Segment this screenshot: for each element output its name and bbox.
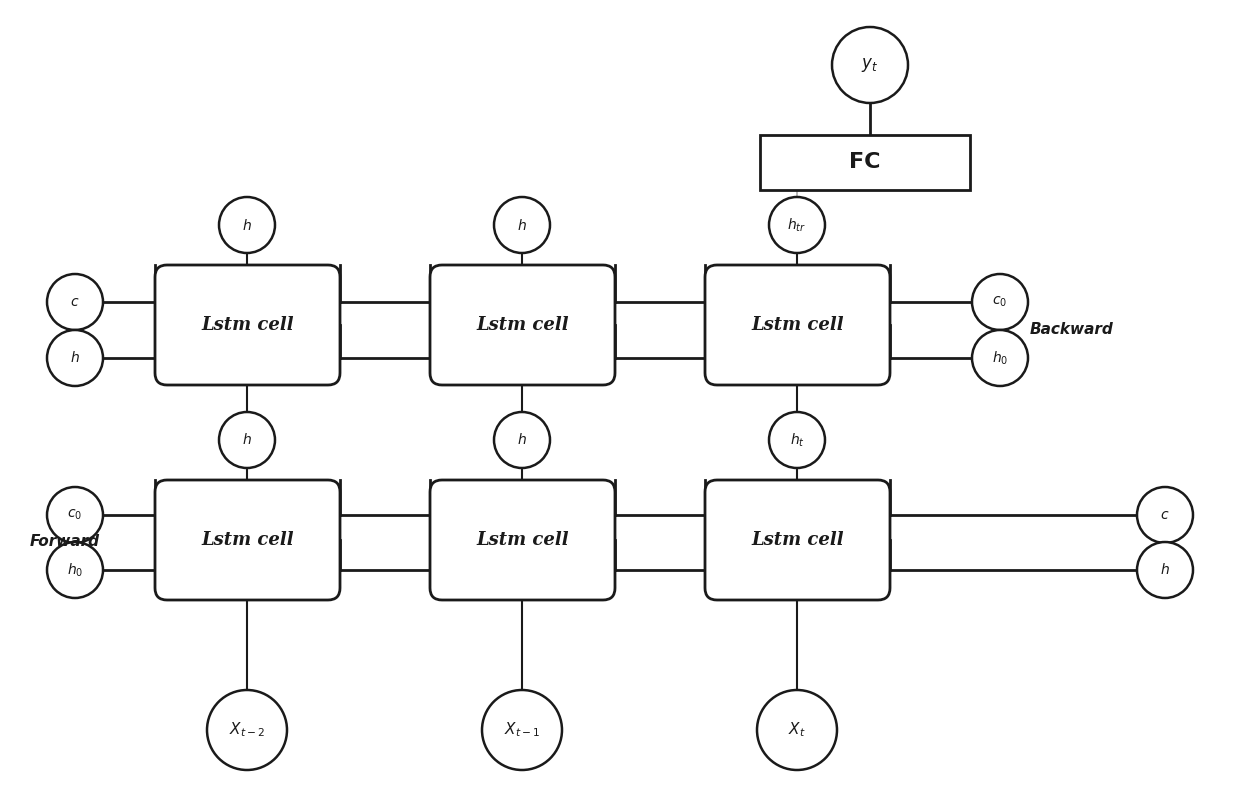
Text: Lstm cell: Lstm cell bbox=[751, 316, 843, 334]
Text: $h$: $h$ bbox=[242, 217, 252, 232]
Circle shape bbox=[1137, 542, 1193, 598]
Text: $h_{0}$: $h_{0}$ bbox=[67, 561, 83, 579]
Circle shape bbox=[756, 690, 837, 770]
Circle shape bbox=[207, 690, 286, 770]
Text: Lstm cell: Lstm cell bbox=[751, 531, 843, 549]
Text: $y_{t}$: $y_{t}$ bbox=[862, 56, 879, 74]
FancyBboxPatch shape bbox=[155, 480, 340, 600]
FancyBboxPatch shape bbox=[430, 265, 615, 385]
Text: $c$: $c$ bbox=[71, 295, 79, 309]
Circle shape bbox=[494, 197, 551, 253]
Circle shape bbox=[832, 27, 908, 103]
Circle shape bbox=[1137, 487, 1193, 543]
Circle shape bbox=[972, 330, 1028, 386]
Bar bbox=[760, 135, 970, 190]
FancyBboxPatch shape bbox=[155, 265, 340, 385]
Text: Lstm cell: Lstm cell bbox=[201, 531, 294, 549]
Circle shape bbox=[47, 542, 103, 598]
Circle shape bbox=[219, 412, 275, 468]
FancyBboxPatch shape bbox=[706, 265, 890, 385]
Text: $h_{tr}$: $h_{tr}$ bbox=[787, 216, 806, 234]
Circle shape bbox=[482, 690, 562, 770]
Circle shape bbox=[47, 487, 103, 543]
Text: Lstm cell: Lstm cell bbox=[476, 316, 569, 334]
Text: $X_{t}$: $X_{t}$ bbox=[789, 721, 806, 739]
Text: $X_{t-2}$: $X_{t-2}$ bbox=[229, 721, 265, 739]
Circle shape bbox=[219, 197, 275, 253]
Text: $c_{0}$: $c_{0}$ bbox=[67, 508, 83, 523]
Text: $h_{0}$: $h_{0}$ bbox=[992, 349, 1008, 366]
Text: FC: FC bbox=[849, 152, 880, 173]
Text: $h$: $h$ bbox=[242, 432, 252, 447]
FancyBboxPatch shape bbox=[430, 480, 615, 600]
Circle shape bbox=[47, 274, 103, 330]
Text: $c_{0}$: $c_{0}$ bbox=[992, 295, 1008, 309]
Text: Forward: Forward bbox=[30, 534, 100, 550]
Text: $h_{t}$: $h_{t}$ bbox=[790, 431, 805, 449]
Circle shape bbox=[972, 274, 1028, 330]
Circle shape bbox=[769, 197, 825, 253]
FancyBboxPatch shape bbox=[706, 480, 890, 600]
Circle shape bbox=[494, 412, 551, 468]
Text: Lstm cell: Lstm cell bbox=[201, 316, 294, 334]
Text: $c$: $c$ bbox=[1161, 508, 1169, 522]
Text: Lstm cell: Lstm cell bbox=[476, 531, 569, 549]
Text: $X_{t-1}$: $X_{t-1}$ bbox=[503, 721, 541, 739]
Text: $h$: $h$ bbox=[517, 432, 527, 447]
Circle shape bbox=[47, 330, 103, 386]
Text: $h$: $h$ bbox=[517, 217, 527, 232]
Text: $h$: $h$ bbox=[71, 351, 79, 366]
Text: $h$: $h$ bbox=[1161, 562, 1169, 577]
Text: Backward: Backward bbox=[1030, 323, 1114, 338]
Circle shape bbox=[769, 412, 825, 468]
